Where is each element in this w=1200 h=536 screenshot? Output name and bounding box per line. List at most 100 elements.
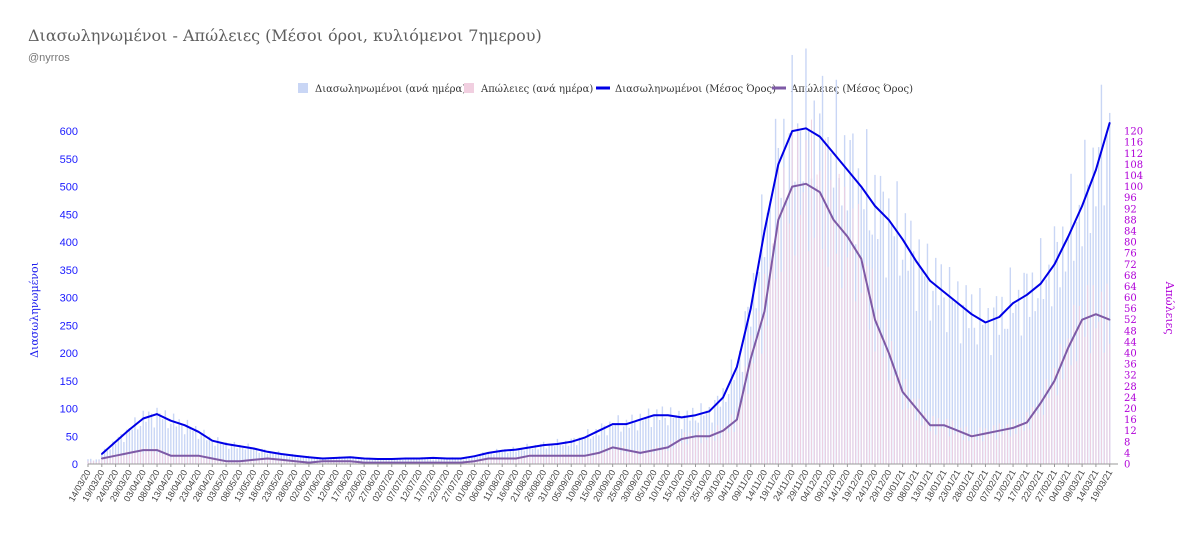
- daily-intubated-bar: [1006, 328, 1009, 464]
- deaths-point: [197, 454, 200, 457]
- daily-deaths-bar: [711, 431, 713, 464]
- right-tick-label: 68: [1124, 271, 1137, 282]
- daily-deaths-bar: [910, 400, 912, 464]
- deaths-point: [584, 454, 586, 457]
- daily-intubated-bar: [363, 458, 365, 464]
- right-tick-label: 116: [1124, 138, 1143, 149]
- daily-intubated-bar: [1053, 226, 1056, 464]
- daily-intubated-bar: [700, 403, 702, 464]
- daily-deaths-bar: [1067, 338, 1069, 464]
- daily-deaths-bar: [742, 401, 743, 464]
- deaths-point: [128, 452, 131, 454]
- daily-intubated-bar: [206, 440, 208, 464]
- daily-deaths-bar: [233, 460, 235, 464]
- daily-intubated-bar: [252, 449, 255, 464]
- daily-deaths-bar: [142, 453, 144, 464]
- daily-deaths-bar: [769, 260, 771, 464]
- daily-intubated-bar: [159, 413, 161, 464]
- daily-deaths-bar: [203, 458, 205, 464]
- daily-intubated-bar: [128, 428, 131, 464]
- daily-deaths-bar: [993, 425, 995, 464]
- right-tick-label: 72: [1124, 260, 1137, 271]
- daily-deaths-bar: [927, 420, 928, 464]
- deaths-point: [1067, 346, 1070, 349]
- daily-deaths-bar: [325, 461, 326, 464]
- daily-intubated-bar: [598, 435, 600, 464]
- daily-deaths-bar: [827, 266, 829, 464]
- intubated-point: [142, 417, 145, 420]
- daily-deaths-bar: [551, 456, 553, 464]
- deaths-point: [736, 418, 738, 421]
- deaths-point: [404, 461, 407, 464]
- legend-swatch-1: [464, 83, 474, 93]
- daily-intubated-bar: [512, 446, 514, 464]
- daily-intubated-bar: [374, 458, 376, 464]
- daily-deaths-bar: [766, 325, 768, 464]
- daily-deaths-bar: [623, 445, 625, 464]
- right-tick-label: 84: [1124, 226, 1137, 237]
- daily-deaths-bar: [1070, 365, 1072, 464]
- daily-intubated-bar: [540, 443, 542, 464]
- daily-intubated-bar: [592, 436, 595, 464]
- daily-intubated-bar: [161, 419, 164, 464]
- intubated-point: [598, 429, 600, 432]
- daily-intubated-bar: [95, 459, 97, 464]
- deaths-point: [929, 424, 932, 426]
- daily-deaths-bar: [808, 251, 810, 464]
- daily-deaths-bar: [797, 126, 799, 464]
- left-tick-label: 150: [60, 376, 78, 388]
- daily-intubated-bar: [189, 426, 191, 464]
- deaths-point: [1053, 379, 1056, 382]
- daily-deaths-bar: [1087, 285, 1089, 464]
- daily-deaths-bar: [587, 456, 589, 464]
- intubated-point: [225, 443, 227, 445]
- daily-deaths-bar: [173, 453, 175, 464]
- daily-intubated-bar: [987, 308, 989, 464]
- daily-deaths-bar: [855, 301, 857, 464]
- daily-deaths-bar: [568, 455, 569, 464]
- right-tick-label: 104: [1124, 171, 1143, 182]
- daily-deaths-bar: [1092, 285, 1094, 464]
- daily-deaths-bar: [349, 461, 351, 464]
- daily-deaths-bar: [231, 461, 233, 464]
- daily-deaths-bar: [120, 453, 122, 464]
- daily-intubated-bar: [236, 448, 238, 464]
- daily-deaths-bar: [206, 455, 208, 464]
- daily-intubated-bar: [1026, 273, 1028, 464]
- daily-deaths-bar: [761, 353, 763, 464]
- deaths-point: [763, 310, 766, 313]
- daily-deaths-bar: [1007, 424, 1009, 464]
- deaths-point: [680, 438, 683, 440]
- daily-intubated-bar: [556, 438, 559, 464]
- daily-deaths-bar: [476, 460, 478, 464]
- daily-intubated-bar: [214, 445, 216, 464]
- daily-deaths-bar: [938, 418, 940, 464]
- daily-deaths-bar: [581, 454, 583, 464]
- deaths-point: [487, 457, 490, 460]
- daily-deaths-bar: [971, 433, 973, 464]
- daily-deaths-bar: [507, 458, 509, 464]
- daily-deaths-bar: [1109, 343, 1111, 464]
- deaths-point: [473, 460, 476, 463]
- daily-intubated-bar: [901, 259, 904, 464]
- daily-intubated-bar: [595, 428, 597, 464]
- daily-intubated-bar: [924, 276, 926, 464]
- deaths-point: [860, 257, 862, 260]
- intubated-point: [722, 396, 724, 399]
- daily-intubated-bar: [984, 324, 987, 464]
- deaths-point: [556, 454, 559, 457]
- daily-deaths-bar: [515, 457, 517, 464]
- daily-deaths-bar: [189, 457, 191, 464]
- daily-deaths-bar: [954, 434, 956, 464]
- daily-intubated-bar: [473, 455, 476, 464]
- daily-intubated-bar: [172, 413, 175, 464]
- daily-intubated-bar: [667, 425, 669, 464]
- daily-intubated-bar: [407, 457, 410, 464]
- daily-intubated-bar: [1070, 173, 1072, 464]
- daily-deaths-bar: [1106, 283, 1108, 464]
- daily-intubated-bar: [918, 239, 920, 464]
- right-tick-label: 52: [1124, 315, 1137, 326]
- daily-deaths-bar: [1078, 305, 1080, 464]
- daily-deaths-bar: [175, 457, 177, 464]
- daily-deaths-bar: [576, 453, 578, 464]
